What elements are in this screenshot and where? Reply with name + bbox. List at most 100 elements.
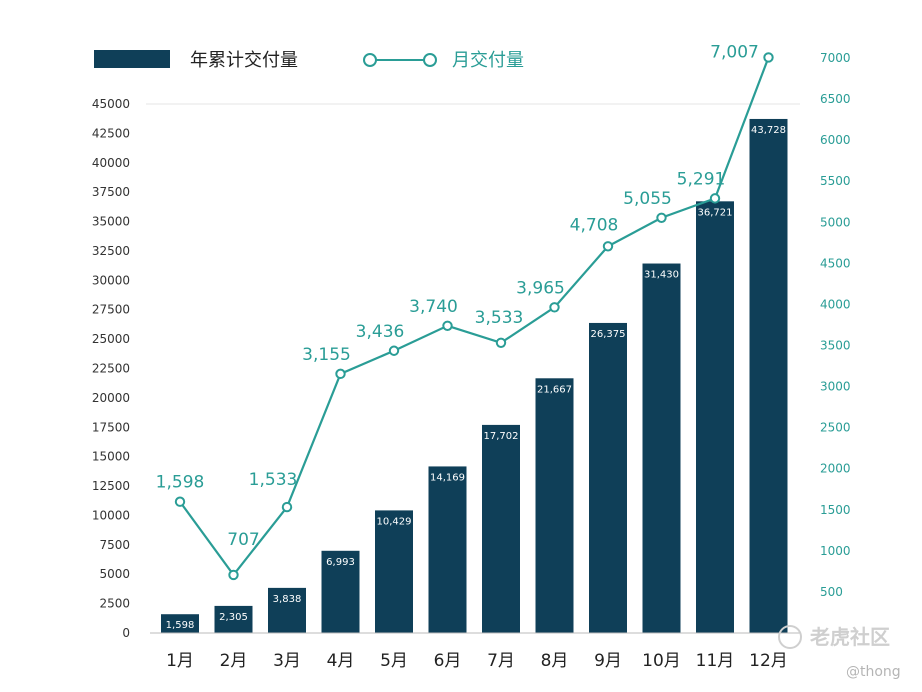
line-value-label: 707: [227, 530, 259, 550]
bar-value-label: 36,721: [698, 207, 733, 218]
right-axis-tick-label: 1500: [820, 503, 851, 517]
left-axis-tick-label: 40000: [92, 156, 130, 170]
bar-10: [642, 263, 681, 633]
line-value-label: 3,533: [475, 308, 524, 328]
left-axis-tick-label: 12500: [92, 479, 130, 493]
right-axis-tick-label: 3500: [820, 339, 851, 353]
line-value-label: 7,007: [710, 42, 759, 62]
x-axis-category-label: 4月: [327, 651, 355, 671]
legend: 年累计交付量 月交付量: [94, 50, 524, 71]
line-point-2: [228, 569, 239, 581]
left-axis-tick-label: 22500: [92, 362, 130, 376]
left-axis-tick-label: 7500: [99, 538, 130, 552]
line-point-6: [442, 320, 453, 331]
line-point-8: [549, 302, 560, 313]
bar-value-label: 2,305: [219, 612, 248, 623]
line-value-label: 3,436: [356, 322, 405, 342]
left-axis-tick-label: 10000: [92, 508, 130, 522]
legend-line-marker-right: [423, 53, 437, 67]
bar-4: [321, 550, 360, 633]
bar-value-label: 31,430: [644, 270, 679, 281]
line-value-label: 3,155: [302, 345, 351, 365]
bar-5: [375, 510, 413, 633]
left-axis-tick-label: 20000: [92, 391, 130, 405]
bar-value-label: 6,993: [326, 557, 355, 568]
left-axis-tick-label: 27500: [92, 303, 130, 317]
bar-value-label: 17,702: [484, 431, 519, 442]
watermark-brand: 老虎社区: [810, 625, 890, 649]
left-axis-tick-label: 17500: [92, 420, 130, 434]
line-value-label: 5,055: [623, 189, 672, 209]
bar-value-label: 14,169: [430, 472, 465, 483]
line-point-12: [763, 52, 774, 63]
line-point-10: [656, 212, 667, 223]
bar-value-label: 10,429: [377, 516, 412, 527]
monthly-delivery-line: [179, 57, 770, 577]
right-axis-tick-label: 2500: [820, 421, 851, 435]
x-axis-category-label: 10月: [642, 651, 681, 671]
left-y-axis: 0 2500 5000 7500 10000 12500 15000 17500 20000 22…: [92, 97, 800, 640]
line-point-4: [335, 368, 346, 380]
bar-value-label: 1,598: [166, 620, 195, 631]
line-value-label: 3,740: [409, 297, 458, 317]
bar-3: [268, 587, 306, 633]
bar-1: [161, 614, 199, 633]
left-axis-tick-label: 5000: [99, 567, 130, 581]
left-axis-tick-label: 42500: [92, 126, 130, 140]
x-axis-category-label: 6月: [434, 651, 462, 671]
line-point-11: [709, 193, 721, 204]
left-axis-tick-label: 2500: [99, 597, 130, 611]
right-axis-tick-label: 2000: [820, 462, 851, 476]
line-value-label: 5,291: [677, 169, 726, 189]
x-axis: 1月 2月 3月 4月 5月 6月 7月 8月 9月 10月 11月 12月: [150, 632, 800, 671]
x-axis-category-label: 2月: [220, 651, 248, 671]
line-point-9: [602, 241, 614, 252]
bar-value-label: 43,728: [751, 125, 786, 136]
right-axis-tick-label: 1000: [820, 544, 851, 558]
bar-8: [535, 378, 574, 633]
bar-value-label: 3,838: [273, 594, 302, 605]
right-axis-tick-label: 6000: [820, 133, 851, 147]
legend-bar-label: 年累计交付量: [190, 50, 298, 71]
line-point-3: [281, 501, 293, 513]
right-axis-tick-label: 7000: [820, 51, 851, 65]
bar-11: [696, 201, 734, 633]
right-axis-tick-label: 3000: [820, 380, 851, 394]
watermark: 老虎社区 @thong: [778, 625, 901, 680]
right-axis-tick-label: 4500: [820, 256, 851, 270]
legend-line-marker-left: [363, 53, 377, 67]
bar-7: [482, 424, 520, 633]
bar-2: [214, 605, 253, 633]
x-axis-category-label: 9月: [594, 651, 622, 671]
right-axis-tick-label: 5500: [820, 174, 851, 188]
line-value-label: 1,598: [156, 473, 205, 493]
legend-line-label: 月交付量: [452, 50, 524, 71]
x-axis-category-label: 3月: [273, 651, 301, 671]
bar-value-label: 21,667: [537, 384, 572, 395]
left-axis-tick-label: 45000: [92, 97, 130, 111]
right-axis-tick-label: 5000: [820, 215, 851, 229]
left-axis-tick-label: 30000: [92, 273, 130, 287]
bar-value-label: 26,375: [591, 329, 626, 340]
left-axis-tick-label: 15000: [92, 450, 130, 464]
x-axis-category-label: 5月: [380, 651, 408, 671]
left-axis-tick-label: 0: [122, 626, 130, 640]
bar-9: [589, 322, 627, 633]
tiger-community-logo-icon: [778, 625, 802, 649]
x-axis-category-label: 12月: [749, 651, 788, 671]
right-axis-tick-label: 500: [820, 585, 843, 599]
right-y-axis: 500 1000 1500 2000 2500 3000 3500 4000 4500 5000 5…: [820, 51, 851, 599]
right-axis-tick-label: 4000: [820, 297, 851, 311]
bar-6: [428, 466, 467, 633]
left-axis-tick-label: 25000: [92, 332, 130, 346]
left-axis-tick-label: 37500: [92, 185, 130, 199]
line-point-5: [388, 345, 400, 356]
left-axis-tick-label: 35000: [92, 215, 130, 229]
bar-12: [749, 118, 788, 633]
x-axis-category-label: 7月: [487, 651, 515, 671]
line-point-1: [174, 496, 186, 507]
line-value-label: 4,708: [570, 215, 619, 235]
